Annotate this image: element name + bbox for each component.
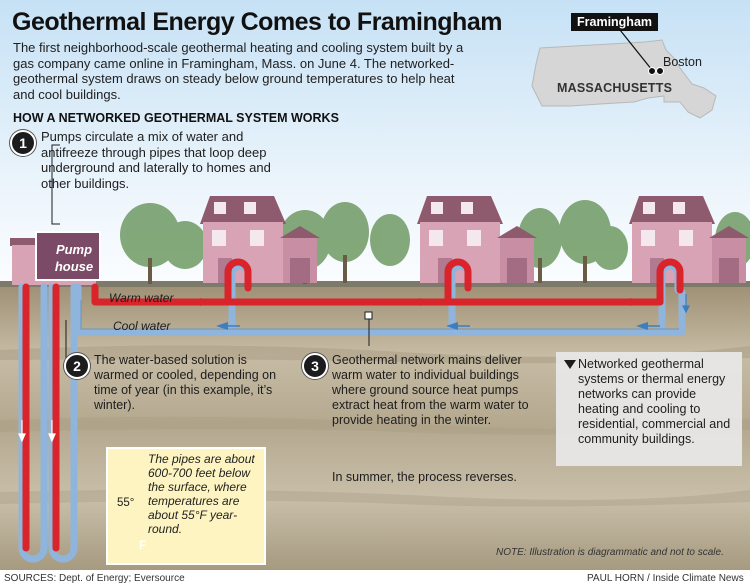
flow-arrows-down [18, 294, 690, 443]
flow-arrows-warm [200, 298, 642, 306]
boston-dot [656, 67, 664, 75]
map-state-label: MASSACHUSETTS [557, 81, 673, 95]
house-3 [629, 196, 749, 283]
grass-line [0, 281, 750, 287]
cool-water-label: Cool water [113, 319, 171, 333]
scale-note: NOTE: Illustration is diagrammatic and n… [496, 547, 724, 558]
step-3-extra: In summer, the process reverses. [332, 470, 517, 484]
sidebar-box [556, 352, 742, 466]
leader-lines [65, 316, 370, 363]
thermometer-temp-label: 55° [117, 497, 135, 509]
pump-house-leader [51, 144, 60, 225]
thermometer-unit: F [139, 538, 147, 552]
cool-pipe-outline [80, 300, 679, 330]
step-1-text: Pumps circulate a mix of water and antif… [41, 129, 271, 191]
flow-arrows-cool [216, 322, 648, 330]
leader-marker [364, 311, 373, 320]
thermometer-callout [106, 447, 266, 565]
thermometer-text: The pipes are about 600-700 feet below t… [148, 452, 255, 536]
massachusetts-map [531, 39, 717, 119]
page-title: Geothermal Energy Comes to Framingham [12, 8, 502, 36]
warm-pipes [22, 258, 684, 552]
map-boston-label: Boston [663, 55, 702, 69]
sources: SOURCES: Dept. of Energy; Eversource [4, 573, 185, 584]
house-2 [417, 196, 537, 283]
sidebar-text: Networked geothermal systems or thermal … [578, 357, 731, 446]
pump-house-label: Pump house [54, 242, 94, 274]
section-heading: HOW A NETWORKED GEOTHERMAL SYSTEM WORKS [13, 111, 339, 125]
step-2-text: The water-based solution is warmed or co… [94, 353, 277, 412]
map-pointer [619, 29, 653, 71]
map-city-label: Framingham [571, 13, 659, 31]
credit: PAUL HORN / Inside Climate News [587, 573, 744, 584]
step-1-badge: 1 [10, 130, 36, 156]
step-3-text: Geothermal network mains deliver warm wa… [332, 353, 529, 427]
house-1 [200, 196, 320, 283]
framingham-dot [648, 67, 656, 75]
triangle-down-icon [564, 360, 576, 369]
step-3-badge: 3 [302, 353, 328, 379]
pump-house [10, 231, 101, 285]
warm-water-label: Warm water [109, 291, 174, 305]
step-2-badge: 2 [64, 353, 90, 379]
intro-text: The first neighborhood-scale geothermal … [13, 40, 464, 102]
